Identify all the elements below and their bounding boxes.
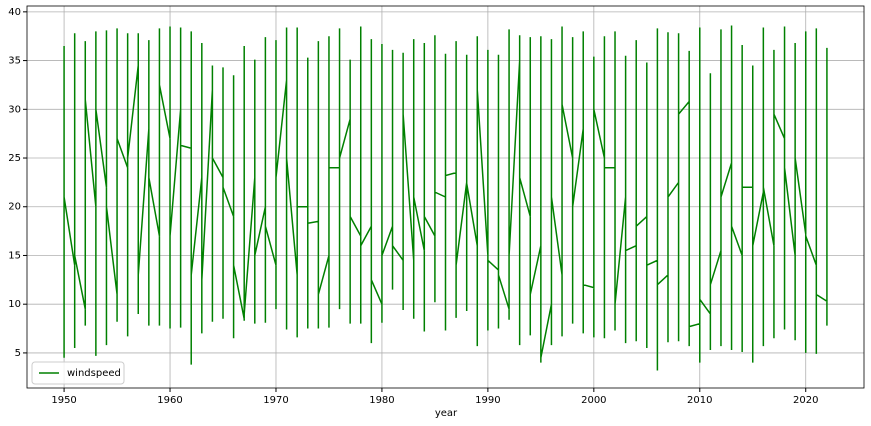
y-tick-label: 5: [15, 348, 21, 359]
y-tick-label: 25: [8, 153, 21, 164]
y-tick-label: 40: [8, 7, 21, 18]
y-tick-label: 35: [8, 56, 21, 67]
legend-label: windspeed: [67, 368, 121, 379]
x-tick-label: 2010: [687, 395, 712, 406]
y-tick-label: 20: [8, 202, 21, 213]
x-tick-label: 2000: [581, 395, 606, 406]
legend-box: [31, 361, 125, 385]
x-tick-label: 1950: [51, 395, 76, 406]
x-tick-label: 1980: [369, 395, 394, 406]
plot-frame: [26, 5, 865, 389]
x-tick-label: 1990: [475, 395, 500, 406]
x-tick-label: 1970: [263, 395, 288, 406]
x-tick-label: 1960: [157, 395, 182, 406]
x-tick-label: 2020: [793, 395, 818, 406]
x-axis-label: year: [435, 408, 458, 419]
y-tick-label: 15: [8, 250, 21, 261]
y-tick-label: 30: [8, 104, 21, 115]
y-tick-label: 10: [8, 299, 21, 310]
line-series: [63, 25, 828, 371]
